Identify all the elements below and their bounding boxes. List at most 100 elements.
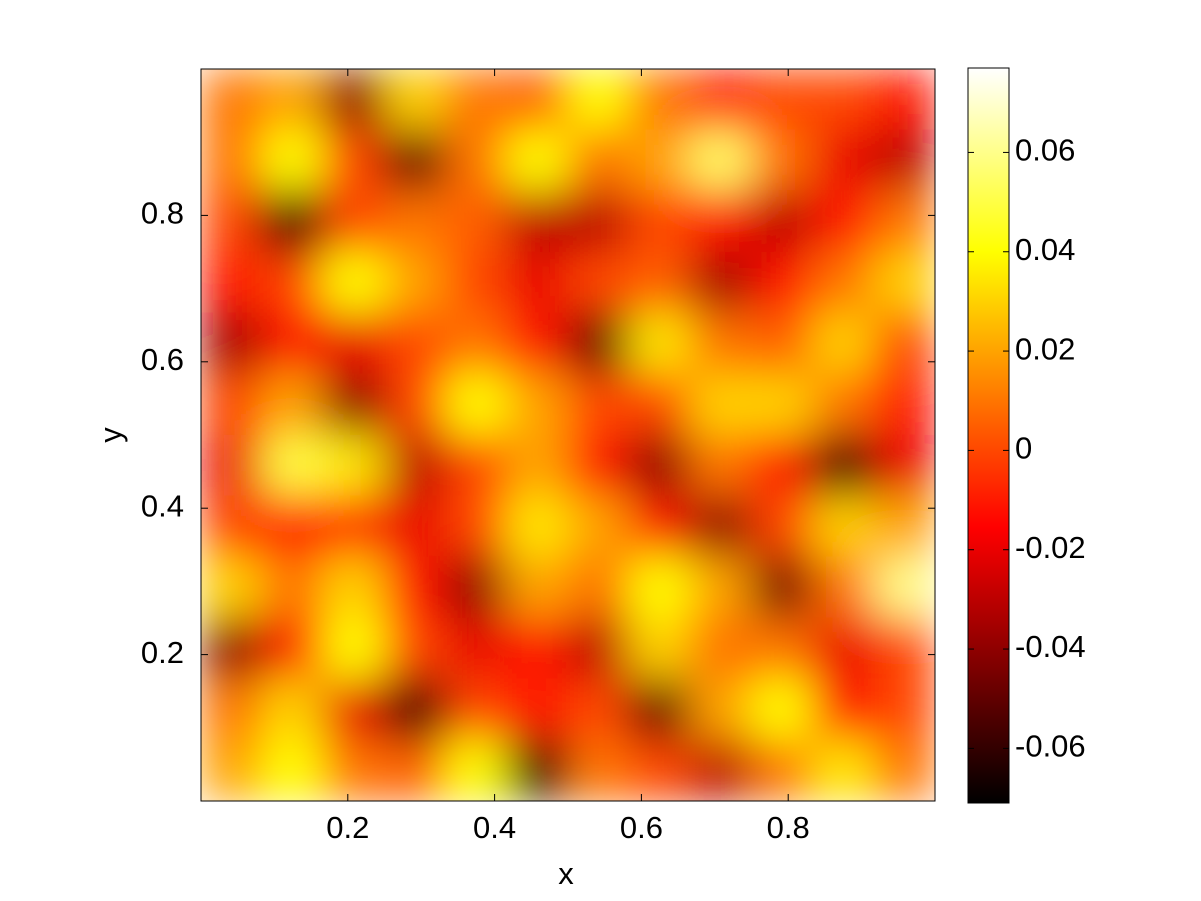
heatmap-cell [322,556,385,619]
heatmap-cell [812,251,875,314]
heatmap-cell [261,373,324,436]
heatmap-cell [689,69,752,131]
heatmap-cell [567,434,630,497]
x-tick-label: 0.2 [326,810,369,845]
heatmap-cell [689,312,752,375]
heatmap-cell [873,556,935,619]
heatmap-cell [628,434,691,497]
heatmap-cell [751,495,814,558]
heatmap-cell [261,617,324,680]
y-axis-label: y [93,427,128,443]
heatmap-cell [812,495,875,558]
heatmap-cell [506,129,569,192]
x-tick-label: 0.8 [767,810,810,845]
heatmap-cell [812,190,875,253]
heatmap-cell [873,434,935,497]
heatmap-cell [751,556,814,619]
heatmap-cell [628,69,691,131]
heatmap-cell [628,495,691,558]
heatmap-cell [751,678,814,741]
heatmap-cell [322,739,385,801]
heatmap-cell [628,556,691,619]
heatmap-cell [567,251,630,314]
heatmap-cell [567,678,630,741]
heatmap-cell [201,556,263,619]
x-tick-label: 0.6 [620,810,663,845]
heatmap-cell [689,434,752,497]
heatmap-cell [445,617,508,680]
heatmap-cell [567,617,630,680]
heatmap-cell [384,434,447,497]
heatmap-cell [873,312,935,375]
heatmap-cell [812,617,875,680]
y-tick-label: 0.2 [141,635,184,670]
heatmap-cell [384,373,447,436]
heatmap-cell [201,312,263,375]
heatmap-cell [751,434,814,497]
heatmap-cell [445,312,508,375]
heatmap-cell [445,495,508,558]
heatmap-cell [506,495,569,558]
heatmap-cell [812,373,875,436]
heatmap-cell [201,129,263,192]
heatmap-cell [261,556,324,619]
colorbar-tick-label: 0 [1015,431,1032,466]
heatmap-cell [384,556,447,619]
heatmap-cell [751,312,814,375]
heatmap-cell [201,434,263,497]
y-tick-label: 0.8 [141,196,184,231]
heatmap-cell [873,495,935,558]
heatmap-cell [445,678,508,741]
colorbar-tick-label: 0.02 [1015,331,1075,366]
heatmap-cell [567,495,630,558]
heatmap-cell [628,678,691,741]
heatmap-cell [445,739,508,801]
heatmap-cell [322,617,385,680]
heatmap-cell [812,739,875,801]
heatmap-cell [873,617,935,680]
heatmap-cell [873,678,935,741]
heatmap-cell [689,129,752,192]
heatmap-cell [628,373,691,436]
heatmap-cell [322,678,385,741]
plot-frame [200,68,936,802]
heatmap-cell [201,739,263,801]
heatmap-cell [689,556,752,619]
heatmap-cell [261,495,324,558]
heatmap-cell [689,495,752,558]
heatmap-cell [384,312,447,375]
heatmap-cell [567,190,630,253]
heatmap-cell [506,373,569,436]
heatmap-cell [506,251,569,314]
heatmap-cell [628,312,691,375]
heatmap-cell [201,69,263,131]
heatmap-cell [322,495,385,558]
heatmap-cell [445,373,508,436]
heatmap-cell [873,69,935,131]
heatmap-cell [873,190,935,253]
colorbar-tick-label: 0.04 [1015,232,1075,267]
heatmap-cell [751,190,814,253]
colorbar-tick-label: -0.04 [1015,629,1086,664]
heatmap-cell [506,556,569,619]
heatmap-cell [445,434,508,497]
heatmap-cell [506,69,569,131]
heatmap-cell [384,251,447,314]
heatmap-cell [201,495,263,558]
heatmap-cell [812,678,875,741]
colorbar-tick-label: -0.06 [1015,729,1086,764]
heatmap-cell [261,69,324,131]
y-tick-label: 0.6 [141,342,184,377]
heatmap-cell [201,251,263,314]
heatmap-cell [812,434,875,497]
heatmap-cell [873,251,935,314]
heatmap-cell [384,739,447,801]
heatmap-cell [261,129,324,192]
heatmap-cell [445,129,508,192]
heatmap-cell [506,617,569,680]
heatmap [201,69,935,801]
heatmap-cell [322,434,385,497]
heatmap-cell [689,617,752,680]
heatmap-cell [751,251,814,314]
